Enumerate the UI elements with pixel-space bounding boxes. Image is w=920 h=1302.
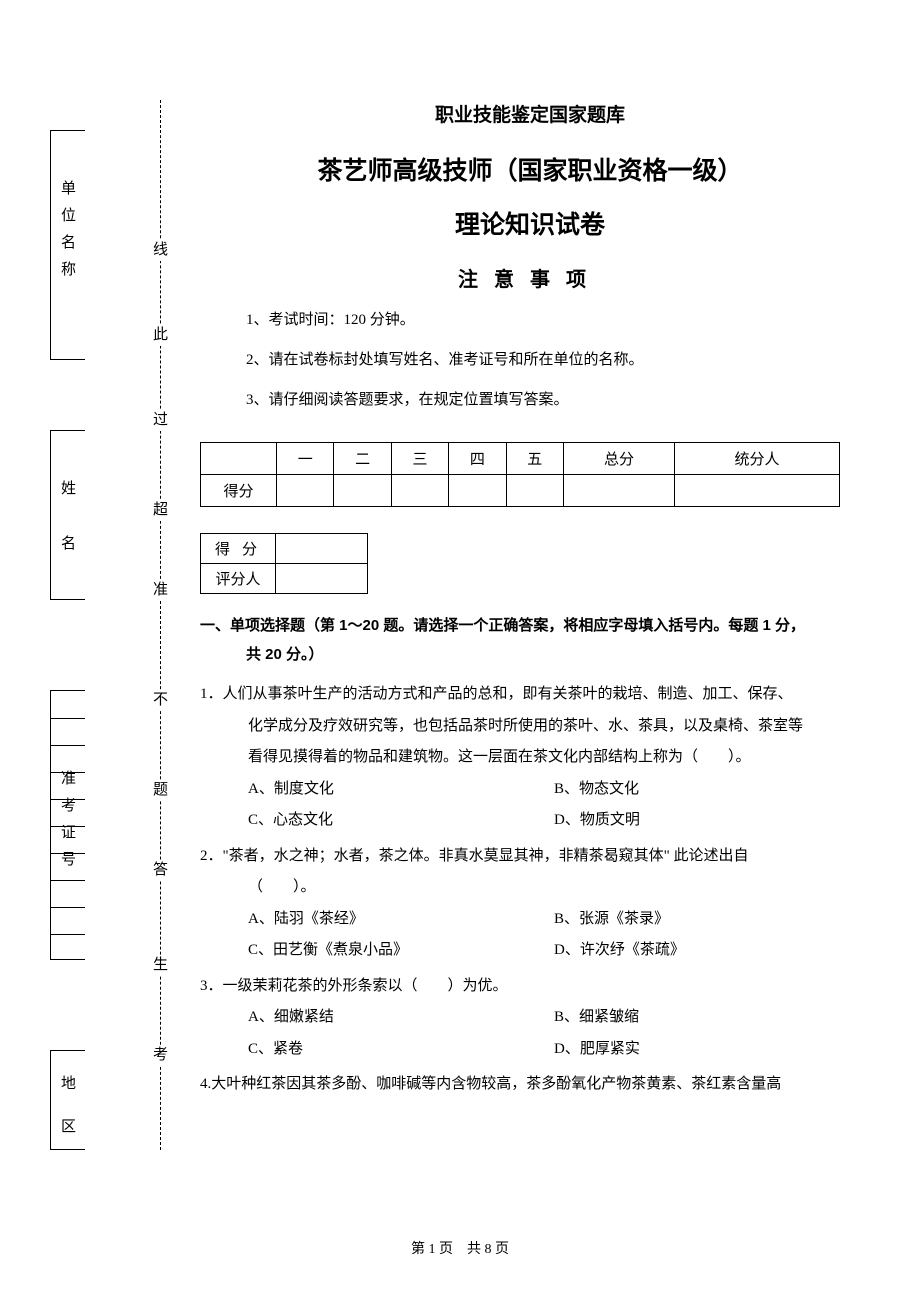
- score-cell[interactable]: [675, 475, 840, 507]
- question-stem: 3．一级茉莉花茶的外形条索以（ ）为优。: [200, 971, 860, 1003]
- question-text: 一级茉莉花茶的外形条索以（ ）为优。: [223, 978, 508, 994]
- fold-char: 答: [153, 860, 168, 881]
- question-num: 3．: [200, 978, 223, 994]
- question-text: 人们从事茶叶生产的活动方式和产品的总和，即有关茶叶的栽培、制造、加工、保存、: [223, 686, 793, 702]
- choice[interactable]: C、田艺衡《煮泉小品》: [248, 935, 554, 967]
- fold-char: 题: [153, 780, 168, 801]
- choice[interactable]: B、细紧皱缩: [554, 1002, 860, 1034]
- exam-title: 茶艺师高级技师（国家职业资格一级）: [200, 151, 860, 187]
- section-heading-text: 一、单项选择题（第 1～20 题。请选择一个正确答案，将相应字母填入括号内。每题…: [200, 617, 805, 634]
- choice[interactable]: A、细嫩紧结: [248, 1002, 554, 1034]
- fold-char: 此: [153, 325, 168, 346]
- fold-char: 生: [153, 955, 168, 976]
- page-footer: 第 1 页 共 8 页: [0, 1238, 920, 1258]
- area-label: 地区: [57, 1075, 78, 1161]
- question-text: 大叶种红茶因其茶多酚、咖啡碱等内含物较高，茶多酚氧化产物茶黄素、茶红素含量高: [211, 1076, 781, 1092]
- score-cell[interactable]: [277, 475, 334, 507]
- choice[interactable]: D、物质文明: [554, 805, 860, 837]
- choice[interactable]: A、陆羽《茶经》: [248, 904, 554, 936]
- score-col: 三: [391, 443, 448, 475]
- question: 2．"茶者，水之神；水者，茶之体。非真水莫显其神，非精茶曷窥其体" 此论述出自 …: [200, 841, 860, 967]
- question-stem: 4.大叶种红茶因其茶多酚、咖啡碱等内含物较高，茶多酚氧化产物茶黄素、茶红素含量高: [200, 1069, 860, 1101]
- choices: A、制度文化 B、物态文化 C、心态文化 D、物质文明: [200, 774, 860, 837]
- mini-score-cell[interactable]: [276, 534, 368, 564]
- question-stem-cont: （ ）。: [200, 872, 860, 904]
- fold-char: 准: [153, 580, 168, 601]
- fold-char: 考: [153, 1045, 168, 1066]
- content-area: 职业技能鉴定国家题库 茶艺师高级技师（国家职业资格一级） 理论知识试卷 注意事项…: [200, 100, 860, 1101]
- unit-label: 单位名称: [57, 180, 78, 288]
- notice-item: 3、请仔细阅读答题要求，在规定位置填写答案。: [246, 388, 860, 412]
- section-heading-cont: 共 20 分。）: [246, 641, 860, 670]
- mini-marker-label: 评分人: [201, 564, 276, 594]
- notice-item: 2、请在试卷标封处填写姓名、准考证号和所在单位的名称。: [246, 348, 860, 372]
- mini-marker-cell[interactable]: [276, 564, 368, 594]
- question: 4.大叶种红茶因其茶多酚、咖啡碱等内含物较高，茶多酚氧化产物茶黄素、茶红素含量高: [200, 1069, 860, 1101]
- choices: A、陆羽《茶经》 B、张源《茶录》 C、田艺衡《煮泉小品》 D、许次纾《茶疏》: [200, 904, 860, 967]
- choice[interactable]: D、肥厚紧实: [554, 1034, 860, 1066]
- score-col: 四: [449, 443, 506, 475]
- score-col: 二: [334, 443, 391, 475]
- question-text: "茶者，水之神；水者，茶之体。非真水莫显其神，非精茶曷窥其体" 此论述出自: [223, 848, 749, 864]
- choice[interactable]: D、许次纾《茶疏》: [554, 935, 860, 967]
- section-heading: 一、单项选择题（第 1～20 题。请选择一个正确答案，将相应字母填入括号内。每题…: [200, 612, 860, 669]
- score-cell[interactable]: [391, 475, 448, 507]
- choice[interactable]: B、张源《茶录》: [554, 904, 860, 936]
- exam-id-label: 准考证号: [57, 770, 78, 878]
- fold-char: 不: [153, 690, 168, 711]
- exam-page: 线 此 过 超 准 不 题 答 生 考 单位名称 姓名 准考证号 地区 职业技能…: [0, 0, 920, 1302]
- question-stem: 2．"茶者，水之神；水者，茶之体。非真水莫显其神，非精茶曷窥其体" 此论述出自: [200, 841, 860, 873]
- score-cell[interactable]: [334, 475, 391, 507]
- score-col: 五: [506, 443, 563, 475]
- choices: A、细嫩紧结 B、细紧皱缩 C、紧卷 D、肥厚紧实: [200, 1002, 860, 1065]
- exam-subtitle: 理论知识试卷: [200, 205, 860, 241]
- question-stem-cont: 化学成分及疗效研究等，也包括品茶时所使用的茶叶、水、茶具，以及桌椅、茶室等: [200, 711, 860, 743]
- fold-char: 线: [153, 240, 168, 261]
- score-col: 总分: [563, 443, 674, 475]
- fold-char: 过: [153, 410, 168, 431]
- score-cell[interactable]: [506, 475, 563, 507]
- question-stem: 1．人们从事茶叶生产的活动方式和产品的总和，即有关茶叶的栽培、制造、加工、保存、: [200, 679, 860, 711]
- score-row-label: 得分: [201, 475, 277, 507]
- mini-score-table: 得分 评分人: [200, 533, 368, 594]
- question: 1．人们从事茶叶生产的活动方式和产品的总和，即有关茶叶的栽培、制造、加工、保存、…: [200, 679, 860, 837]
- choice[interactable]: C、紧卷: [248, 1034, 554, 1066]
- choice[interactable]: B、物态文化: [554, 774, 860, 806]
- score-blank-head: [201, 443, 277, 475]
- notice-item: 1、考试时间：120 分钟。: [246, 308, 860, 332]
- binding-strip: 线 此 过 超 准 不 题 答 生 考 单位名称 姓名 准考证号 地区: [0, 100, 200, 1200]
- score-col: 统分人: [675, 443, 840, 475]
- score-cell[interactable]: [563, 475, 674, 507]
- header-line: 职业技能鉴定国家题库: [200, 100, 860, 127]
- score-table: 一 二 三 四 五 总分 统分人 得分: [200, 442, 840, 507]
- question: 3．一级茉莉花茶的外形条索以（ ）为优。 A、细嫩紧结 B、细紧皱缩 C、紧卷 …: [200, 971, 860, 1066]
- question-num: 4.: [200, 1076, 211, 1092]
- notice-title: 注意事项: [200, 263, 860, 292]
- score-col: 一: [277, 443, 334, 475]
- choice[interactable]: A、制度文化: [248, 774, 554, 806]
- score-header-row: 一 二 三 四 五 总分 统分人: [201, 443, 840, 475]
- fold-char: 超: [153, 500, 168, 521]
- score-cell[interactable]: [449, 475, 506, 507]
- score-value-row: 得分: [201, 475, 840, 507]
- question-num: 2．: [200, 848, 223, 864]
- question-stem-cont: 看得见摸得着的物品和建筑物。这一层面在茶文化内部结构上称为（ ）。: [200, 742, 860, 774]
- mini-score-label: 得分: [201, 534, 276, 564]
- question-num: 1．: [200, 686, 223, 702]
- name-label: 姓名: [57, 480, 78, 590]
- choice[interactable]: C、心态文化: [248, 805, 554, 837]
